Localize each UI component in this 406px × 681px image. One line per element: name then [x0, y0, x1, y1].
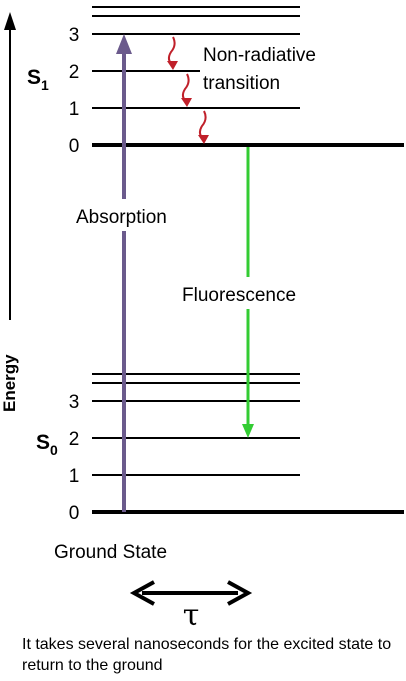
- absorption-arrow: [116, 34, 132, 512]
- non-radiative-arrow-2-to-1: [181, 73, 190, 103]
- ground-state-label-main: S: [36, 431, 50, 454]
- s1-level-number-2: 2: [69, 62, 80, 83]
- lifetime-arrow-left-head: [129, 580, 155, 606]
- ground-state-label: S0: [36, 431, 58, 458]
- non-radiative-label-line1: Non-radiative: [203, 45, 316, 66]
- excited-state-levels: [92, 6, 404, 147]
- s0-level-number-0: 0: [69, 503, 80, 524]
- s0-level-number-3: 3: [69, 392, 80, 413]
- fluorescence-arrow-head: [242, 424, 254, 438]
- fluorescence-label: Fluorescence: [182, 285, 296, 306]
- excited-state-label: S1: [27, 66, 49, 93]
- ground-state-caption: Ground State: [54, 542, 167, 563]
- caption-text: It takes several nanoseconds for the exc…: [22, 636, 392, 674]
- lifetime-arrow-right-head: [227, 580, 253, 606]
- excited-state-label-main: S: [27, 66, 41, 89]
- non-radiative-arrow-1-to-0: [198, 110, 207, 140]
- non-radiative-arrowhead-1-to-0: [198, 135, 209, 144]
- lifetime-double-arrow: [129, 580, 253, 606]
- ground-state-levels: [92, 373, 404, 514]
- excited-state-level-numbers: 3 2 1 0: [69, 25, 80, 157]
- s1-level-number-1: 1: [69, 99, 80, 120]
- non-radiative-arrow-3-to-2: [167, 36, 176, 66]
- non-radiative-arrowhead-3-to-2: [167, 61, 178, 70]
- absorption-label: Absorption: [76, 207, 167, 228]
- lifetime-symbol: τ: [183, 598, 200, 633]
- excited-state-label-sub: 1: [41, 77, 49, 93]
- energy-axis-label: Energy: [0, 354, 19, 412]
- non-radiative-label-box: [200, 40, 356, 98]
- s1-level-number-3: 3: [69, 25, 80, 46]
- energy-axis: Energy: [0, 12, 19, 412]
- absorption-label-box: [72, 199, 198, 231]
- fluorescence-label-box: [178, 277, 328, 309]
- non-radiative-arrowhead-2-to-1: [181, 98, 192, 107]
- absorption-arrow-head: [116, 34, 132, 54]
- s0-level-number-2: 2: [69, 429, 80, 450]
- non-radiative-arrowheads: [167, 61, 209, 144]
- s0-level-number-1: 1: [69, 466, 80, 487]
- energy-axis-arrowhead: [4, 12, 16, 30]
- non-radiative-label-line2: transition: [203, 73, 280, 94]
- ground-state-level-numbers: 3 2 1 0: [69, 392, 80, 524]
- s1-level-number-0: 0: [69, 136, 80, 157]
- ground-state-label-sub: 0: [50, 442, 58, 458]
